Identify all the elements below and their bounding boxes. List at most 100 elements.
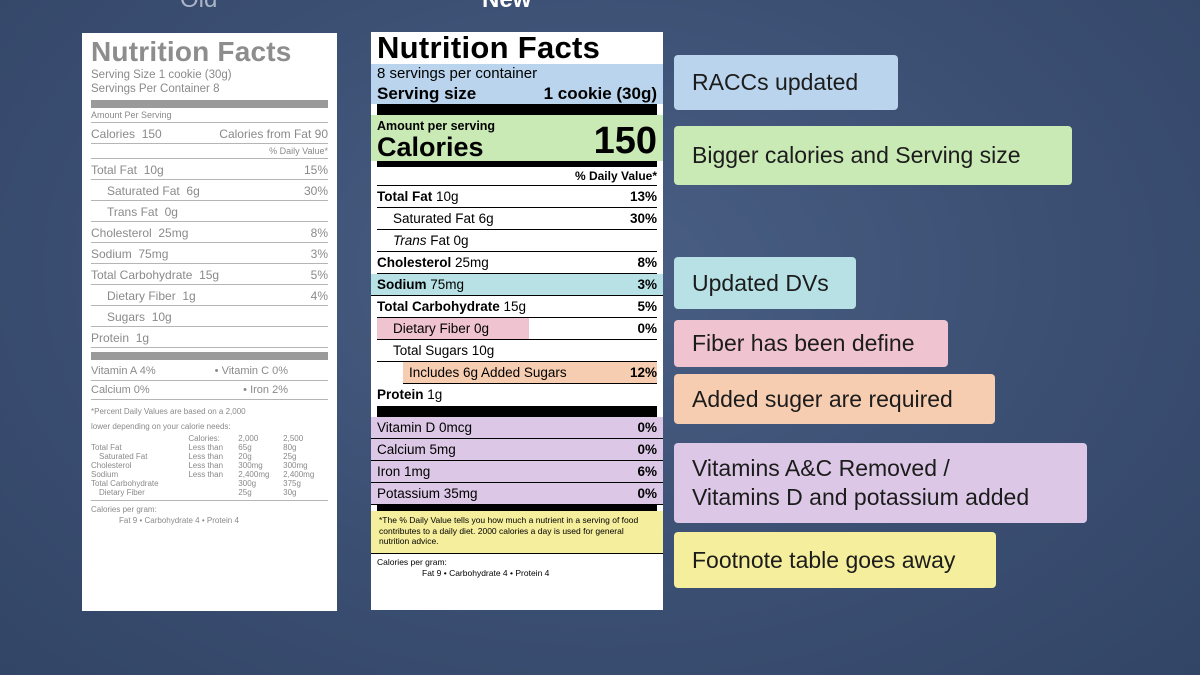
callout-vitamins: Vitamins A&C Removed / Vitamins D and po…	[674, 443, 1087, 523]
callout-added-sugar: Added suger are required	[674, 374, 995, 424]
vitamin-left: Vitamin A 4%	[91, 365, 156, 377]
new-row-saturated-fat: Saturated Fat 6g 30%	[377, 208, 657, 230]
old-nutrient-row: Saturated Fat 6g 30%	[91, 180, 328, 201]
table-cell: 30g	[283, 488, 297, 497]
old-calories-row: Calories 150 Calories from Fat 90	[91, 123, 328, 144]
nutrient-name: Protein	[91, 331, 130, 345]
old-nutrition-label: Nutrition Facts Serving Size 1 cookie (3…	[82, 33, 337, 611]
nutrient-pct: 30%	[629, 211, 657, 226]
new-row-dietary-fiber: Dietary Fiber 0g 0%	[377, 318, 657, 340]
nutrient-amount: 25mg	[158, 226, 189, 240]
table-cell: 80g	[283, 443, 297, 452]
old-calories-per-gram-values: Fat 9 • Carbohydrate 4 • Protein 4	[119, 516, 239, 525]
new-title: Nutrition Facts	[377, 32, 601, 65]
nutrient-name: Calcium 5mg	[377, 442, 456, 457]
nutrient-name: Dietary Fiber 0g	[393, 321, 490, 336]
table-cell: Less than	[188, 452, 224, 461]
new-servings-per-container: 8 servings per container	[377, 65, 538, 82]
vitamin-right: • Iron 2%	[243, 384, 288, 396]
nutrient-pct: 8%	[637, 255, 657, 270]
new-vitamin-row: Potassium 35mg 0%	[371, 483, 663, 505]
table-cell: 2,000	[238, 434, 259, 443]
old-nutrient-row: Total Fat 10g 15%	[91, 159, 328, 180]
nutrient-name: Sodium	[91, 247, 132, 261]
table-cell: Less than	[188, 461, 224, 470]
new-calories-value: 150	[593, 120, 657, 162]
nutrient-pct: 30%	[303, 184, 328, 198]
nutrient-name: Potassium 35mg	[377, 486, 478, 501]
table-cell: Less than	[188, 443, 224, 452]
nutrient-name: Cholesterol	[91, 226, 152, 240]
table-cell: 25g	[238, 488, 252, 497]
nutrient-pct: 5%	[637, 299, 657, 314]
old-footnote-table: Calories: 2,000 2,500 Total Fat Less than 65g…	[91, 434, 328, 497]
new-row-sodium: Sodium 75mg 3%	[371, 274, 663, 296]
old-thick-divider	[91, 100, 328, 108]
new-medium-divider-2	[377, 505, 657, 511]
new-row-cholesterol: Cholesterol 25mg 8%	[377, 252, 657, 274]
old-vitamin-row: Vitamin A 4% • Vitamin C 0%	[91, 362, 328, 381]
new-row-added-sugars: Includes 6g Added Sugars 12%	[403, 362, 657, 384]
nutrient-pct: 4%	[310, 289, 328, 303]
nutrient-amount: 15g	[503, 299, 527, 314]
nutrient-amount: 25mg	[455, 255, 489, 270]
table-cell: 300g	[238, 479, 257, 488]
new-row-total-fat: Total Fat 10g 13%	[377, 186, 657, 208]
new-row-total-carb: Total Carbohydrate 15g 5%	[377, 296, 657, 318]
old-title: Nutrition Facts	[91, 36, 292, 67]
table-cell: 300mg	[283, 461, 308, 470]
nutrient-name: Total Carbohydrate	[377, 299, 500, 314]
nutrient-amount: 75mg	[430, 277, 465, 292]
nutrient-pct: 15%	[303, 163, 328, 177]
nutrient-pct: 3%	[310, 247, 328, 261]
nutrient-pct: 13%	[629, 189, 657, 204]
old-nutrient-row: Total Carbohydrate 15g 5%	[91, 264, 328, 285]
nutrient-amount: 1g	[182, 289, 196, 303]
new-vitamin-row: Calcium 5mg 0%	[371, 439, 663, 461]
nutrient-name: Cholesterol	[377, 255, 452, 270]
nutrient-name: Total Fat	[91, 163, 138, 177]
old-nutrient-row: Sodium 75mg 3%	[91, 243, 328, 264]
table-cell: 65g	[238, 443, 252, 452]
old-calories-value: 150	[141, 127, 162, 141]
nutrient-amount: Fat 0g	[430, 233, 469, 248]
old-serving-size: Serving Size 1 cookie (30g)	[91, 69, 232, 81]
table-row: Calories: 2,000 2,500	[91, 434, 328, 443]
table-cell: 25g	[283, 452, 297, 461]
old-nutrient-row: Dietary Fiber 1g 4%	[91, 285, 328, 306]
callout-raccs: RACCs updated	[674, 55, 898, 110]
vitamin-right: • Vitamin C 0%	[214, 365, 288, 377]
table-cell: 20g	[238, 452, 252, 461]
old-calories-per-gram: Calories per gram:	[91, 500, 328, 515]
nutrient-name: Protein	[377, 387, 424, 402]
table-cell: Calories:	[188, 434, 220, 443]
nutrient-name: Vitamin D 0mcg	[377, 420, 473, 435]
nutrient-pct: 6%	[637, 464, 657, 479]
table-row: Total Carbohydrate 300g 375g	[91, 479, 328, 488]
new-serving-size-value: 1 cookie (30g)	[543, 84, 657, 103]
old-footnote-2: lower depending on your calorie needs:	[91, 422, 231, 431]
old-nutrient-rows: Total Fat 10g 15% Saturated Fat 6g 30% Trans…	[91, 159, 328, 348]
nutrient-name: Total Sugars 10g	[393, 343, 495, 358]
new-calories-label: Calories	[377, 132, 484, 162]
table-row: Sodium Less than 2,400mg 2,400mg	[91, 470, 328, 479]
new-serving-size-label: Serving size	[377, 84, 477, 103]
callout-vitamins-line1: Vitamins A&C Removed /	[692, 455, 950, 481]
callout-fiber: Fiber has been define	[674, 320, 948, 367]
new-vitamin-rows: Vitamin D 0mcg 0% Calcium 5mg 0% Iron 1mg 6% P…	[371, 417, 663, 505]
nutrient-amount: 75mg	[138, 247, 169, 261]
new-thick-divider	[377, 104, 657, 115]
new-serving-block: 8 servings per container Serving size 1 …	[371, 64, 663, 104]
nutrient-pct: 8%	[310, 226, 328, 240]
table-cell: 2,400mg	[283, 470, 315, 479]
table-row: Dietary Fiber 25g 30g	[91, 488, 328, 497]
old-daily-value-header: % Daily Value*	[91, 144, 328, 159]
nutrient-pct: 12%	[629, 365, 657, 380]
vitamin-left: Calcium 0%	[91, 384, 150, 396]
nutrient-amount: 6g	[478, 211, 494, 226]
nutrient-amount: 10g	[151, 310, 172, 324]
new-footnote: *The % Daily Value tells you how much a …	[371, 511, 663, 554]
old-vitamin-rows: Vitamin A 4% • Vitamin C 0% Calcium 0% • Ir…	[91, 362, 328, 400]
nutrient-pct: 0%	[637, 442, 657, 457]
nutrient-amount: 10g	[143, 163, 164, 177]
